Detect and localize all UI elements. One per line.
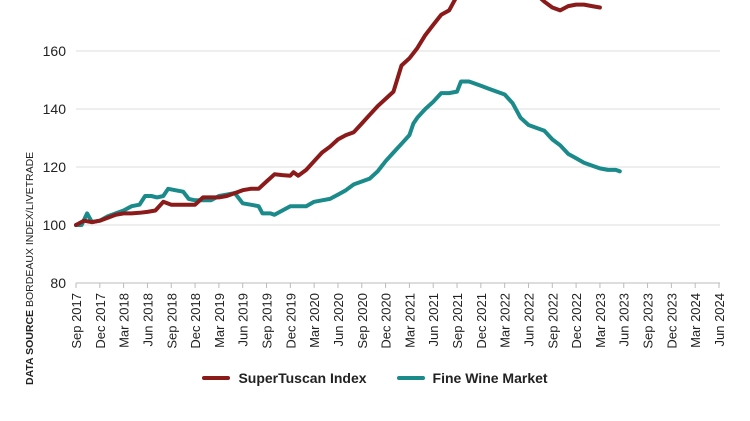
series-lines: [74, 0, 622, 227]
legend-item-fine-wine: Fine Wine Market: [396, 370, 548, 386]
y-tick-label: 120: [43, 159, 67, 175]
x-tick-label: Sep 2021: [450, 293, 465, 349]
source-label-bold: DATA SOURCE: [24, 310, 36, 385]
x-tick-label: Sep 2022: [545, 293, 560, 349]
grid-lines: [76, 50, 720, 284]
legend: SuperTuscan Index Fine Wine Market: [0, 370, 750, 386]
x-tick-label: Jun 2019: [236, 293, 251, 347]
x-tick-label: Jun 2022: [521, 293, 536, 347]
x-tick-label: Dec 2023: [664, 293, 679, 349]
legend-swatch-fine-wine: [396, 376, 425, 380]
x-tick-label: Jun 2021: [426, 293, 441, 347]
y-tick-label: 160: [43, 43, 67, 59]
x-tick-label: Dec 2018: [188, 293, 203, 349]
data-source-label: DATA SOURCE BORDEAUX INDEX/LIVETRADE: [24, 152, 36, 385]
x-tick-label: Mar 2020: [307, 293, 322, 348]
x-tick-label: Dec 2019: [283, 293, 298, 349]
x-tick-label: Jun 2023: [617, 293, 632, 347]
x-tick-label: Mar 2024: [688, 293, 703, 348]
x-tick-label: Sep 2019: [260, 293, 275, 349]
legend-label-supertuscan: SuperTuscan Index: [238, 370, 367, 386]
x-tick-label: Mar 2018: [117, 293, 132, 348]
x-tick-label: Sep 2020: [355, 293, 370, 349]
x-tick-label: Mar 2022: [498, 293, 513, 348]
x-tick-label: Mar 2019: [212, 293, 227, 348]
y-tick-label: 80: [50, 275, 66, 291]
y-axis-ticks: 80 100 120 140 160: [43, 43, 67, 291]
y-tick-label: 100: [43, 217, 67, 233]
y-tick-label: 140: [43, 101, 67, 117]
legend-item-supertuscan: SuperTuscan Index: [202, 370, 367, 386]
series-line-supertuscan: [74, 0, 602, 227]
x-tick-label: Jun 2024: [712, 293, 727, 347]
x-tick-label: Dec 2017: [93, 293, 108, 349]
x-tick-label: Dec 2021: [474, 293, 489, 349]
x-tick-label: Dec 2022: [569, 293, 584, 349]
x-tick-label: Jun 2020: [331, 293, 346, 347]
x-tick-label: Jun 2018: [140, 293, 155, 347]
x-tick-label: Sep 2023: [641, 293, 656, 349]
x-tick-label: Sep 2018: [164, 293, 179, 349]
legend-swatch-supertuscan: [202, 376, 231, 380]
x-tick-label: Mar 2021: [402, 293, 417, 348]
source-label-text: BORDEAUX INDEX/LIVETRADE: [24, 152, 36, 310]
legend-label-fine-wine: Fine Wine Market: [432, 370, 548, 386]
series-line-fine-wine: [74, 79, 622, 227]
x-axis-ticks: Sep 2017 Dec 2017 Mar 2018 Jun 2018 Sep 2018…: [69, 283, 727, 349]
x-tick-label: Dec 2020: [379, 293, 394, 349]
x-tick-label: Mar 2023: [593, 293, 608, 348]
x-tick-label: Sep 2017: [69, 293, 84, 349]
